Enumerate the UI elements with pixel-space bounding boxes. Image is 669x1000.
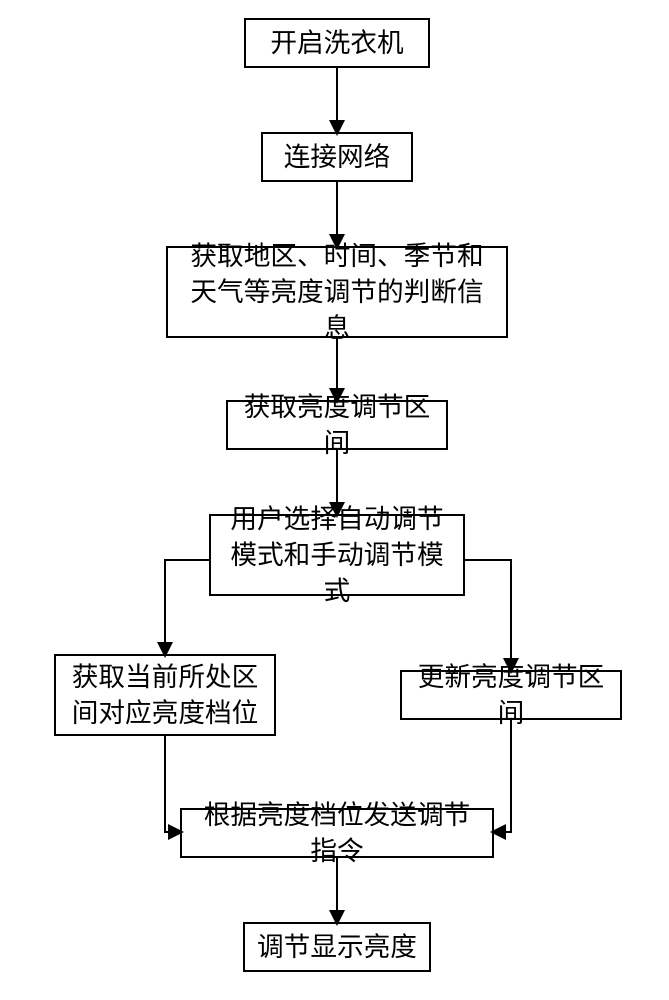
edge-n5-n6 xyxy=(165,560,209,654)
node-label: 调节显示亮度 xyxy=(257,929,417,965)
node-label: 开启洗衣机 xyxy=(270,25,403,61)
flowchart-node-n4: 获取亮度调节区间 xyxy=(226,400,448,450)
node-label: 根据亮度档位发送调节指令 xyxy=(194,797,480,869)
flowchart-node-n1: 开启洗衣机 xyxy=(244,18,430,68)
node-label: 更新亮度调节区间 xyxy=(414,659,608,731)
flowchart-node-n3: 获取地区、时间、季节和天气等亮度调节的判断信息 xyxy=(166,246,508,338)
flowchart-node-n7: 更新亮度调节区间 xyxy=(400,670,622,720)
node-label: 获取亮度调节区间 xyxy=(240,389,434,461)
node-label: 连接网络 xyxy=(284,139,391,175)
edge-n7-n8 xyxy=(494,720,511,832)
edge-n5-n7 xyxy=(465,560,511,670)
edge-n6-n8 xyxy=(165,736,180,832)
node-label: 获取当前所处区间对应亮度档位 xyxy=(68,659,262,731)
node-label: 用户选择自动调节模式和手动调节模式 xyxy=(223,501,451,609)
flowchart-node-n8: 根据亮度档位发送调节指令 xyxy=(180,808,494,858)
flowchart-node-n6: 获取当前所处区间对应亮度档位 xyxy=(54,654,276,736)
node-label: 获取地区、时间、季节和天气等亮度调节的判断信息 xyxy=(180,238,494,346)
flowchart-node-n2: 连接网络 xyxy=(261,132,413,182)
flowchart-node-n9: 调节显示亮度 xyxy=(243,922,431,972)
flowchart-node-n5: 用户选择自动调节模式和手动调节模式 xyxy=(209,514,465,596)
